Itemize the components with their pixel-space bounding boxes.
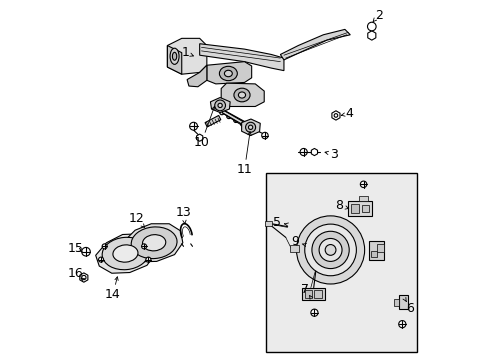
Text: 10: 10: [193, 136, 209, 149]
Polygon shape: [96, 234, 155, 273]
Text: 2: 2: [374, 9, 382, 22]
Ellipse shape: [172, 52, 176, 60]
Polygon shape: [221, 83, 264, 107]
Text: 5: 5: [272, 216, 280, 229]
Polygon shape: [199, 44, 284, 71]
Ellipse shape: [142, 235, 165, 251]
Bar: [368, 241, 383, 260]
Bar: [290, 245, 299, 252]
Polygon shape: [196, 134, 203, 141]
Circle shape: [99, 257, 103, 262]
Text: 8: 8: [335, 199, 343, 212]
Bar: [398, 296, 407, 309]
Ellipse shape: [131, 227, 177, 258]
Circle shape: [296, 216, 364, 284]
Circle shape: [300, 148, 306, 156]
Polygon shape: [241, 119, 260, 135]
Bar: [351, 204, 358, 213]
Circle shape: [248, 125, 252, 130]
Ellipse shape: [219, 66, 237, 81]
Circle shape: [233, 118, 238, 122]
Ellipse shape: [224, 70, 232, 77]
Bar: [394, 299, 398, 306]
Bar: [359, 197, 367, 201]
Circle shape: [310, 309, 317, 316]
Ellipse shape: [102, 237, 148, 270]
Polygon shape: [220, 108, 249, 129]
Text: 13: 13: [175, 207, 191, 220]
Polygon shape: [167, 45, 182, 74]
Polygon shape: [311, 148, 317, 156]
Ellipse shape: [333, 114, 337, 117]
Circle shape: [102, 244, 107, 249]
Circle shape: [261, 132, 267, 139]
Text: 3: 3: [329, 148, 337, 161]
Ellipse shape: [170, 48, 179, 64]
Bar: [265, 221, 272, 226]
Polygon shape: [167, 39, 206, 74]
Circle shape: [245, 122, 255, 132]
Polygon shape: [280, 30, 349, 60]
Bar: [301, 288, 325, 300]
Circle shape: [319, 238, 341, 261]
Text: 7: 7: [301, 283, 309, 296]
Text: 9: 9: [290, 235, 298, 248]
Circle shape: [398, 320, 405, 328]
Bar: [265, 173, 416, 352]
Polygon shape: [187, 65, 206, 87]
Text: 6: 6: [406, 302, 413, 315]
Polygon shape: [210, 98, 230, 113]
Circle shape: [214, 100, 225, 111]
Circle shape: [142, 244, 146, 249]
Ellipse shape: [113, 245, 138, 262]
Circle shape: [360, 181, 366, 188]
Circle shape: [219, 111, 224, 115]
Circle shape: [145, 257, 151, 262]
Circle shape: [189, 122, 197, 130]
Text: 1: 1: [181, 46, 189, 59]
Circle shape: [304, 224, 356, 276]
Text: 16: 16: [67, 267, 83, 280]
Ellipse shape: [233, 88, 249, 102]
Text: 15: 15: [67, 242, 83, 255]
Polygon shape: [204, 116, 221, 127]
Bar: [304, 291, 311, 298]
Bar: [348, 201, 371, 216]
Polygon shape: [206, 62, 251, 84]
Circle shape: [311, 231, 348, 269]
Bar: [371, 251, 376, 257]
Polygon shape: [331, 111, 339, 120]
Bar: [314, 291, 322, 298]
Ellipse shape: [238, 92, 245, 98]
Circle shape: [226, 114, 230, 119]
Circle shape: [325, 244, 335, 255]
Bar: [362, 205, 368, 212]
Circle shape: [240, 122, 244, 126]
Circle shape: [218, 103, 222, 108]
Circle shape: [367, 22, 375, 31]
Text: 14: 14: [105, 288, 121, 301]
Text: 4: 4: [345, 107, 352, 120]
Polygon shape: [124, 224, 183, 262]
Bar: [376, 244, 383, 252]
Circle shape: [81, 275, 86, 280]
Polygon shape: [80, 273, 88, 282]
Circle shape: [81, 247, 90, 256]
Text: 12: 12: [129, 212, 144, 225]
Text: 11: 11: [236, 163, 252, 176]
Polygon shape: [367, 31, 375, 40]
